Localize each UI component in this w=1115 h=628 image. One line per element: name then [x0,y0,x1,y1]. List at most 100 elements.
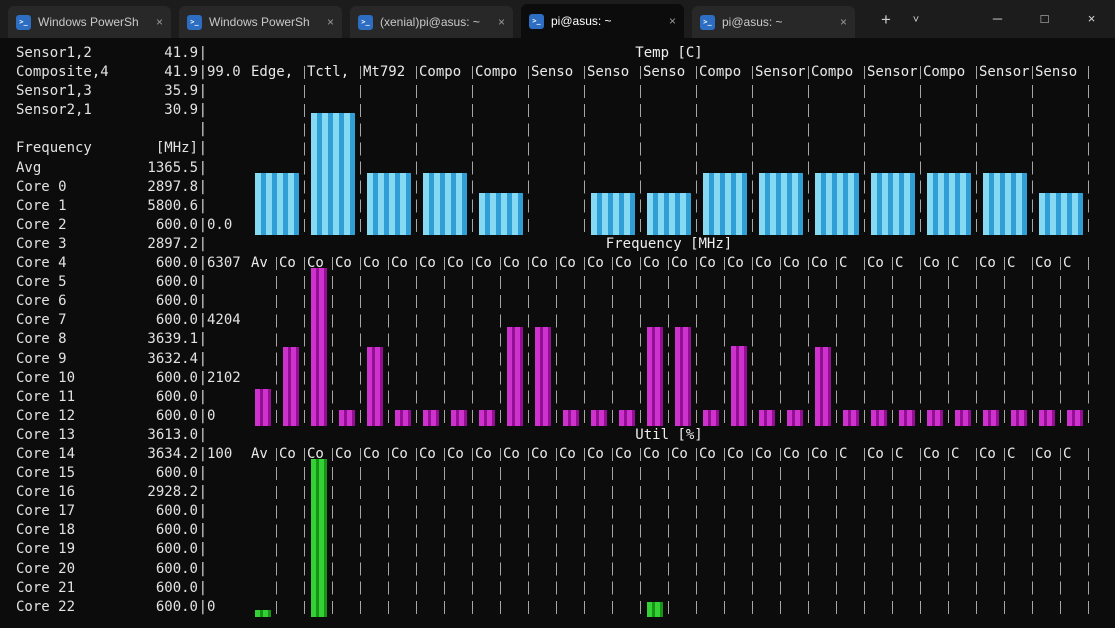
column-label: Co [615,446,632,462]
chart-column: Co [753,445,781,617]
metric-value: 3632.4 [147,350,198,367]
column-label: Co [559,255,576,271]
chart-column: Sensor [753,63,809,235]
column-separator-pipes [304,63,305,235]
column-separator-pipes [388,254,389,426]
chart-column: Sensor [977,63,1033,235]
metric-row: Core 13 3613.0 | [16,426,207,445]
close-button[interactable]: × [1087,10,1096,26]
chart-column: Co [697,254,725,426]
bar [367,347,383,426]
chart-column: Co [557,445,585,617]
column-label: Co [531,446,548,462]
column-separator-pipes [304,445,305,617]
tab-dropdown-button[interactable]: ˅ [901,5,931,35]
column-separator-pipes [668,445,669,617]
column-label: Co [671,255,688,271]
chart-column: Co [585,445,613,617]
separator-pipe: | [198,560,207,577]
metric-value: 600.0 [155,541,198,558]
column-separator-pipes [612,445,613,617]
column-label: Co [391,446,408,462]
chart-column: C [1005,254,1033,426]
charts-layer: Temp [C] 99.0 0.0 Edge, Tctl, Mt792 Compo Compo… [0,38,1115,628]
column-label: Co [391,255,408,271]
tab-close-button[interactable]: × [839,15,847,29]
column-separator-pipes [836,445,837,617]
metric-row: Core 7 600.0 | [16,311,207,330]
chart-column: C [1061,445,1089,617]
column-separator-pipes [1032,63,1033,235]
maximize-button[interactable]: □ [1040,10,1049,26]
bar [311,113,355,235]
column-label: Co [447,255,464,271]
metric-row: Avg 1365.5 | [16,159,207,178]
separator-pipe: | [198,579,207,596]
terminal-icon: >_ [16,14,31,30]
bar [703,410,719,426]
metric-label: Core 8 [16,331,67,348]
tab[interactable]: >_ (xenial)pi@asus: ~ × [350,6,513,38]
metric-value: 600.0 [155,560,198,577]
tab[interactable]: >_ pi@asus: ~ × [521,4,684,38]
metric-label: Core 1 [16,197,67,214]
column-separator-pipes [1060,445,1061,617]
chart-column: Compo [921,63,977,235]
bar [479,410,495,426]
chart-column: Senso [585,63,641,235]
tab-list: >_ Windows PowerSh × >_ Windows PowerSh × >_ (x… [8,4,863,38]
bar [927,173,971,235]
bar [255,389,271,426]
separator-pipe: | [198,484,207,501]
bar [843,410,859,426]
bar [283,347,299,426]
column-label: Co [727,255,744,271]
chart-column: Co [613,254,641,426]
column-separator-pipes [864,445,865,617]
column-separator-pipes [976,63,977,235]
bar [1011,410,1027,426]
chart-column: C [837,254,865,426]
tab[interactable]: >_ pi@asus: ~ × [692,6,855,38]
column-separator-pipes [584,445,585,617]
metric-value: 35.9 [164,83,198,100]
column-separator-pipes [836,254,837,426]
separator-pipe: | [198,541,207,558]
chart-column: Co [361,254,389,426]
bar [647,193,691,235]
metric-row: Core 5 600.0 | [16,273,207,292]
tab-close-button[interactable]: × [668,14,676,28]
column-separator-pipes [640,254,641,426]
tab-title: (xenial)pi@asus: ~ [380,15,480,29]
chart-column: Co [305,445,333,617]
column-label: Compo [419,64,462,80]
axis-tick-label: 99.0 [207,64,241,80]
tab[interactable]: >_ Windows PowerSh × [8,6,171,38]
column-separator-pipes [388,445,389,617]
terminal-content[interactable]: Sensor1,2 41.9 | Composite,4 41.9 | Sensor1,3 3… [0,38,1115,628]
column-label: Co [419,255,436,271]
column-separator-pipes [1004,445,1005,617]
axis-tick-label: 4204 [207,312,241,329]
bar [731,346,747,426]
chart-column: Co [501,254,529,426]
new-tab-button[interactable]: + [871,5,901,35]
column-label: C [895,255,904,271]
chart-column: Av [249,445,277,617]
metric-value: 5800.6 [147,197,198,214]
tab-close-button[interactable]: × [155,15,163,29]
metric-row: Core 22 600.0 | [16,598,207,617]
tab[interactable]: >_ Windows PowerSh × [179,6,342,38]
column-label: C [1063,446,1072,462]
bar [815,173,859,235]
bar [899,410,915,426]
chart-column: Co [977,254,1005,426]
metric-value: 600.0 [155,388,198,405]
tab-close-button[interactable]: × [326,15,334,29]
tab-close-button[interactable]: × [497,15,505,29]
minimize-button[interactable]: ─ [992,10,1003,26]
chart-column: Edge, [249,63,305,235]
column-label: Sensor [867,64,918,80]
axis-tick-label: 0 [207,407,216,424]
column-label: Co [923,255,940,271]
